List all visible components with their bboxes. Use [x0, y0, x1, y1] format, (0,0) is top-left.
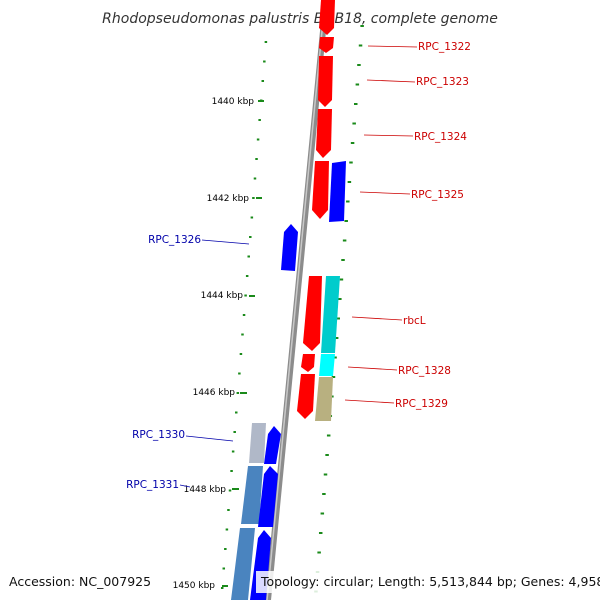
tick-track-right	[314, 25, 364, 593]
label-rpc-1329[interactable]: RPC_1329	[395, 398, 448, 410]
label-rpc-1322[interactable]: RPC_1322	[418, 41, 471, 53]
kbp-label-1440: 1440 kbp	[212, 97, 255, 107]
kbp-ticks: 1440 kbp 1442 kbp 1444 kbp 1446 kbp 1448…	[173, 97, 264, 591]
gene-rpc-1331[interactable]	[258, 466, 278, 527]
gene-rpc-1325[interactable]	[329, 161, 346, 222]
gene-red-1328-left[interactable]	[301, 354, 315, 372]
gene-rpc-1331-steel[interactable]	[241, 466, 263, 524]
label-rbcl[interactable]: rbcL	[403, 315, 426, 327]
genome-backbone	[265, 0, 329, 600]
tick-track-left	[220, 41, 268, 589]
kbp-label-1448: 1448 kbp	[184, 485, 227, 495]
kbp-label-1446: 1446 kbp	[193, 388, 236, 398]
gene-rpc-1322[interactable]	[319, 37, 334, 53]
footer: Accession: NC_007925 Topology: circular;…	[2, 571, 600, 593]
gene-rbcl[interactable]	[321, 276, 340, 353]
gene-rpc-1321[interactable]	[319, 0, 335, 35]
label-rpc-1330[interactable]: RPC_1330	[132, 429, 185, 441]
gene-red-1329-left[interactable]	[297, 374, 315, 419]
gene-rpc-1332-steel[interactable]	[231, 528, 255, 600]
gene-rpc-1329[interactable]	[315, 377, 333, 421]
label-rpc-1324[interactable]: RPC_1324	[414, 131, 467, 143]
gene-red-rbcl-left[interactable]	[303, 276, 322, 351]
label-rpc-1325[interactable]: RPC_1325	[411, 189, 464, 201]
label-rpc-1326[interactable]: RPC_1326	[148, 234, 201, 246]
gene-rpc-1330-grey[interactable]	[249, 423, 266, 463]
genome-summary-text: Topology: circular; Length: 5,513,844 bp…	[260, 574, 600, 589]
accession-text: Accession: NC_007925	[9, 574, 151, 589]
label-rpc-1331[interactable]: RPC_1331	[126, 479, 179, 491]
kbp-label-1450: 1450 kbp	[173, 581, 216, 591]
gene-rpc-1325-red[interactable]	[312, 161, 329, 219]
gene-rpc-1330[interactable]	[264, 426, 281, 464]
gene-rpc-1328[interactable]	[319, 354, 335, 376]
label-rpc-1323[interactable]: RPC_1323	[416, 76, 469, 88]
gene-rpc-1324[interactable]	[316, 109, 332, 158]
map-title: Rhodopseudomonas palustris BisB18, compl…	[102, 11, 498, 27]
gene-labels: RPC_1322 RPC_1323 RPC_1324 RPC_1325 RPC_…	[126, 41, 471, 491]
kbp-label-1442: 1442 kbp	[207, 194, 250, 204]
kbp-label-1444: 1444 kbp	[201, 291, 244, 301]
gene-rpc-1323[interactable]	[318, 56, 333, 107]
label-rpc-1328[interactable]: RPC_1328	[398, 365, 451, 377]
gene-rpc-1326[interactable]	[281, 224, 298, 271]
gene-features	[231, 0, 346, 600]
